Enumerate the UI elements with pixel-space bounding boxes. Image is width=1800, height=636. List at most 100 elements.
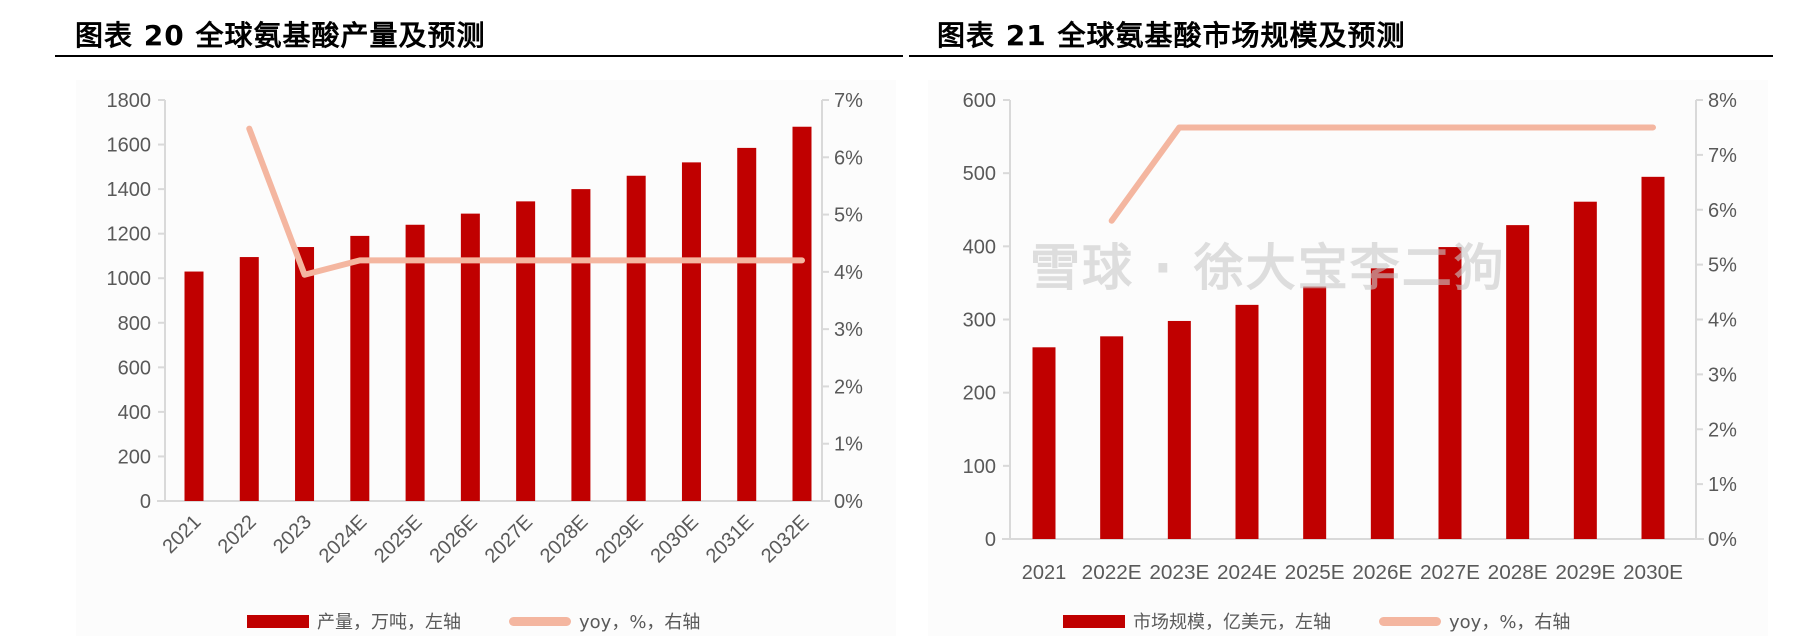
x-tick-label: 2024E <box>315 511 371 567</box>
bar-2021 <box>1032 347 1056 539</box>
x-tick-label: 2028E <box>1488 562 1548 584</box>
right-y-tick-label: 3% <box>1708 364 1737 386</box>
left-y-tick-label: 400 <box>963 236 996 258</box>
x-tick-label: 2024E <box>1217 562 1277 584</box>
x-tick-label: 2023 <box>269 511 316 558</box>
x-tick-label: 2026E <box>425 511 481 567</box>
right-y-tick-label: 8% <box>1708 90 1737 112</box>
bar-2028E <box>1506 225 1530 540</box>
bar-2024E <box>350 235 370 501</box>
right-chart-title: 图表 21 全球氨基酸市场规模及预测 <box>937 19 1406 52</box>
x-tick-label: 2025E <box>370 511 426 567</box>
bar-2030E <box>681 162 701 501</box>
left-title-rule <box>55 55 903 57</box>
right-y-tick-label: 1% <box>1708 474 1737 496</box>
left-y-tick-label: 1200 <box>107 224 152 246</box>
bar-2025E <box>405 224 425 501</box>
bar-2021 <box>184 271 204 501</box>
legend-item-bar: 产量，万吨，左轴 <box>247 608 461 634</box>
x-tick-label: 2021 <box>159 511 206 558</box>
right-y-tick-label: 6% <box>1708 200 1737 222</box>
legend-item-line: yoy，%，右轴 <box>1379 608 1570 634</box>
legend-label: yoy，%，右轴 <box>1449 612 1571 633</box>
bar-2028E <box>571 189 591 501</box>
right-y-tick-label: 1% <box>834 434 863 456</box>
right-y-tick-label: 3% <box>834 319 863 341</box>
legend-item-bar: 市场规模，亿美元，左轴 <box>1063 608 1331 634</box>
right-y-tick-label: 5% <box>1708 255 1737 277</box>
x-tick-label: 2028E <box>536 511 592 567</box>
right-y-tick-label: 5% <box>834 205 863 227</box>
bar-2023 <box>295 247 315 501</box>
legend-swatch-line <box>1379 616 1441 626</box>
left-y-tick-label: 1400 <box>107 179 152 201</box>
watermark: 雪球 · 徐大宝李二狗 <box>1030 239 1506 297</box>
legend-swatch-bar <box>247 614 309 628</box>
left-y-tick-label: 300 <box>963 310 996 332</box>
legend-label: yoy，%，右轴 <box>579 612 701 633</box>
x-tick-label: 2027E <box>1420 562 1480 584</box>
left-y-tick-label: 1800 <box>107 90 152 112</box>
left-y-tick-label: 200 <box>963 383 996 405</box>
x-tick-label: 2031E <box>702 511 758 567</box>
left-y-tick-label: 500 <box>963 163 996 185</box>
left-y-tick-label: 1000 <box>107 268 152 290</box>
bar-2031E <box>737 147 757 501</box>
left-y-tick-label: 600 <box>118 357 151 379</box>
legend-item-line: yoy，%，右轴 <box>509 608 700 634</box>
left-y-tick-label: 800 <box>118 313 151 335</box>
right-y-tick-label: 0% <box>1708 529 1737 551</box>
bar-2027E <box>1438 247 1462 539</box>
legend-swatch-line <box>509 616 571 626</box>
bar-2032E <box>792 126 812 501</box>
legend-label: 市场规模，亿美元，左轴 <box>1133 612 1331 633</box>
right-y-tick-label: 2% <box>1708 419 1737 441</box>
x-tick-label: 2029E <box>591 511 647 567</box>
left-chart-area <box>76 80 896 636</box>
x-tick-label: 2027E <box>481 511 537 567</box>
right-chart-area <box>928 80 1768 636</box>
x-tick-label: 2029E <box>1555 562 1615 584</box>
right-y-tick-label: 2% <box>834 376 863 398</box>
x-tick-label: 2030E <box>647 511 703 567</box>
left-y-tick-label: 400 <box>118 402 151 424</box>
x-tick-label: 2021 <box>1022 562 1067 584</box>
right-y-tick-label: 7% <box>834 90 863 112</box>
bar-2024E <box>1235 304 1259 539</box>
left-y-tick-label: 1600 <box>107 135 152 157</box>
left-y-tick-label: 200 <box>118 446 151 468</box>
x-tick-label: 2032E <box>757 511 813 567</box>
bar-2025E <box>1303 286 1327 539</box>
left-y-tick-label: 600 <box>963 90 996 112</box>
x-tick-label: 2022E <box>1082 562 1142 584</box>
bar-2026E <box>1370 268 1394 539</box>
bar-2029E <box>626 175 646 501</box>
x-tick-label: 2023E <box>1149 562 1209 584</box>
yoy-line <box>1108 124 1656 224</box>
legend-label: 产量，万吨，左轴 <box>317 612 461 633</box>
x-tick-label: 2022 <box>214 511 261 558</box>
bar-2026E <box>460 213 480 501</box>
legend-swatch-bar <box>1063 614 1125 628</box>
x-tick-label: 2030E <box>1623 562 1683 584</box>
right-legend: 市场规模，亿美元，左轴 yoy，%，右轴 <box>1063 608 1618 634</box>
right-y-tick-label: 7% <box>1708 145 1737 167</box>
bar-2022 <box>239 257 259 501</box>
right-title-rule <box>909 55 1773 57</box>
right-y-tick-label: 4% <box>834 262 863 284</box>
left-legend: 产量，万吨，左轴 yoy，%，右轴 <box>247 608 748 634</box>
bar-2023E <box>1167 320 1191 539</box>
right-y-tick-label: 0% <box>834 491 863 513</box>
x-tick-label: 2025E <box>1285 562 1345 584</box>
bar-2022E <box>1100 336 1124 539</box>
right-y-tick-label: 4% <box>1708 310 1737 332</box>
right-y-tick-label: 6% <box>834 147 863 169</box>
left-chart-title: 图表 20 全球氨基酸产量及预测 <box>75 19 486 52</box>
left-y-tick-label: 0 <box>985 529 996 551</box>
bar-2030E <box>1641 176 1665 539</box>
left-y-tick-label: 0 <box>140 491 151 513</box>
left-y-tick-label: 100 <box>963 456 996 478</box>
bar-2029E <box>1573 201 1597 539</box>
bar-2027E <box>516 201 536 501</box>
